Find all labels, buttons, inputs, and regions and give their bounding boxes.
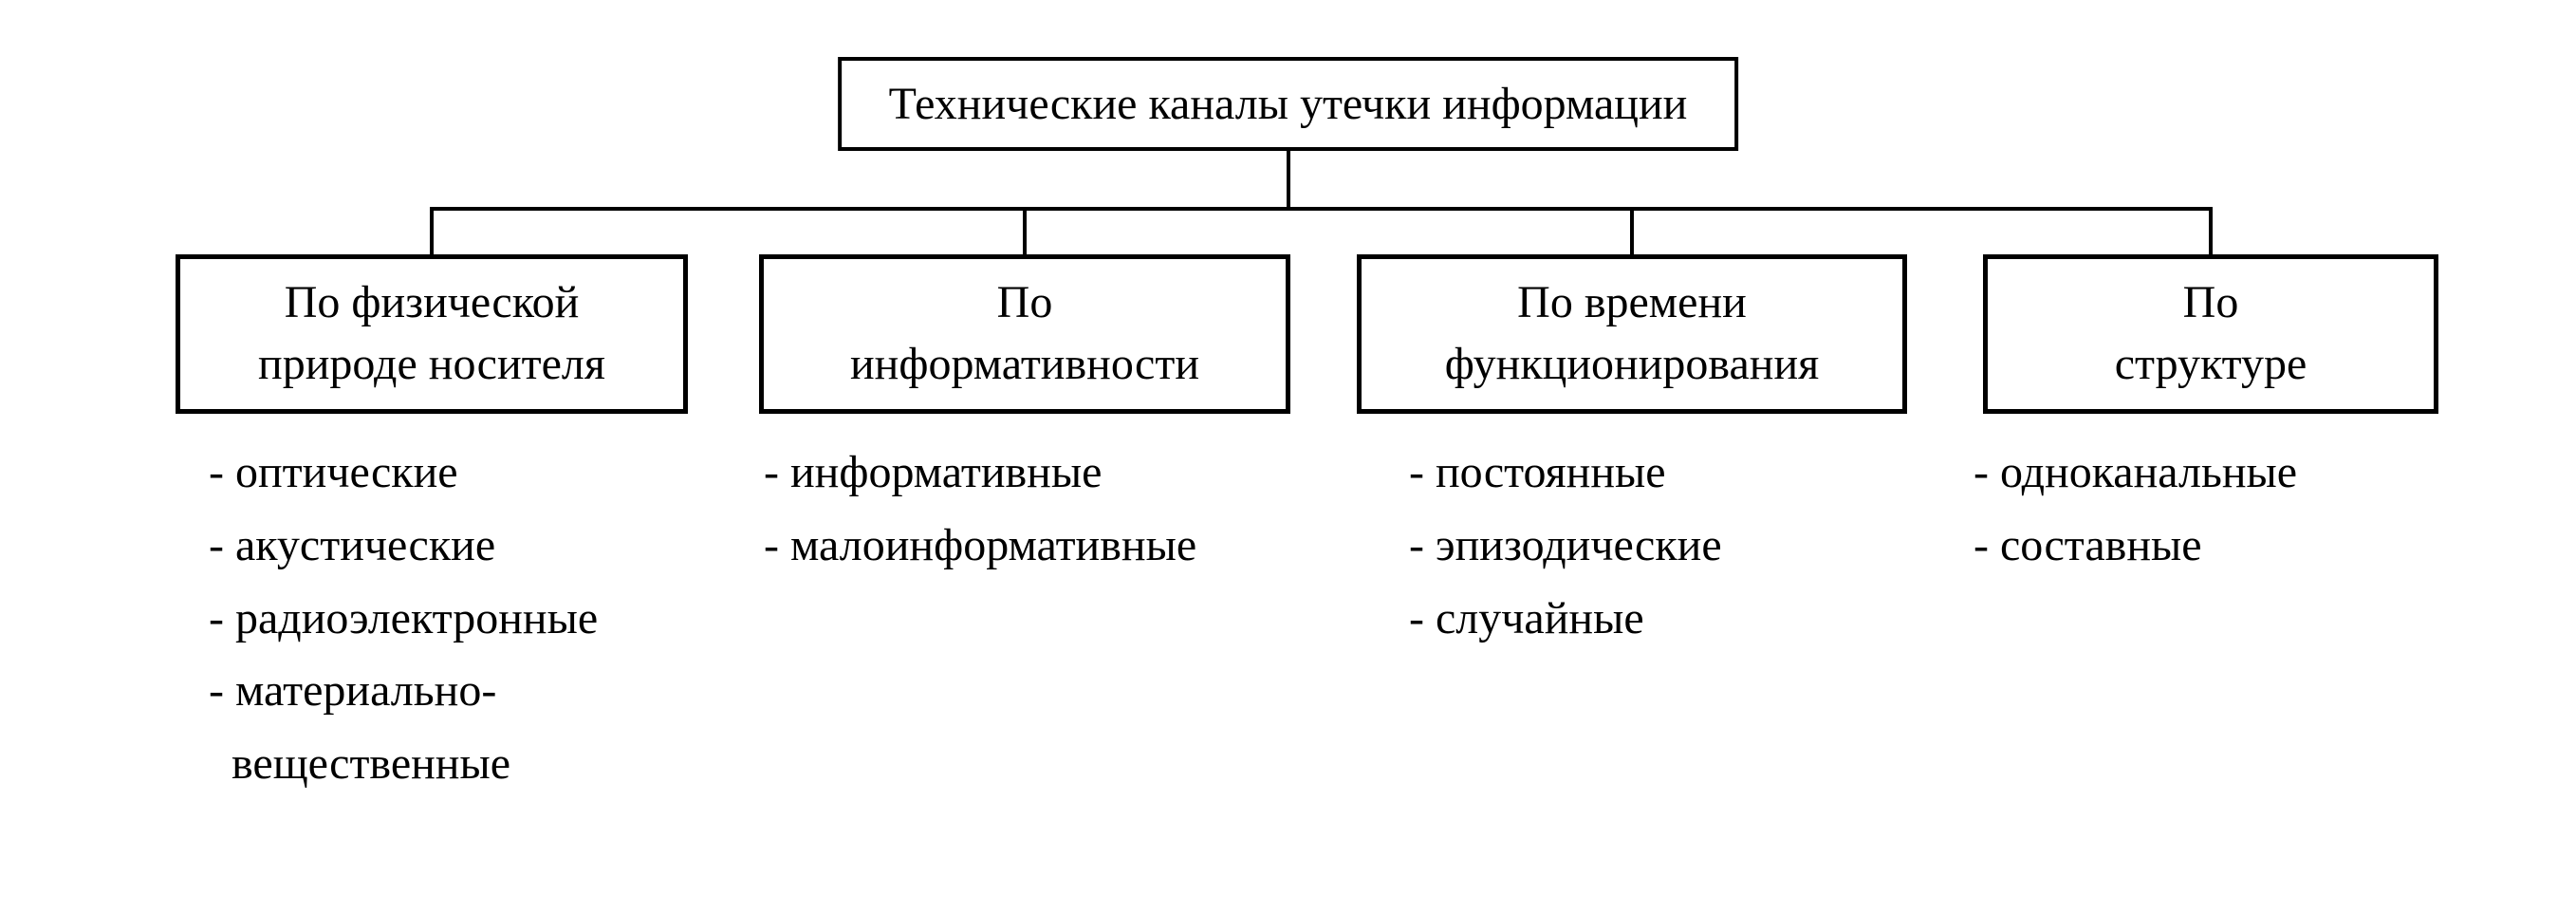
category-title-line1: По <box>790 272 1259 334</box>
items-list-0: - оптические- акустические- радиоэлектро… <box>209 437 598 801</box>
category-title-line2: природе носителя <box>207 334 657 396</box>
category-box-2: По времени функционирования <box>1357 254 1907 414</box>
category-title-line2: функционирования <box>1388 334 1876 396</box>
root-node: Технические каналы утечки информации <box>838 57 1739 151</box>
list-item: - эпизодические <box>1409 510 1722 583</box>
category-title-line2: структуре <box>2014 334 2407 396</box>
category-title-line1: По <box>2014 272 2407 334</box>
connector-horizontal <box>432 207 2211 211</box>
list-item: - оптические <box>209 437 598 510</box>
list-item: - радиоэлектронные <box>209 583 598 656</box>
items-list-1: - информативные- малоинформативные <box>764 437 1196 583</box>
items-list-3: - одноканальные- составные <box>1974 437 2297 583</box>
list-item: - информативные <box>764 437 1196 510</box>
list-item: - одноканальные <box>1974 437 2297 510</box>
list-item: - постоянные <box>1409 437 1722 510</box>
category-title-line1: По времени <box>1388 272 1876 334</box>
category-title-line1: По физической <box>207 272 657 334</box>
category-box-1: По информативности <box>759 254 1290 414</box>
connector-branch-1 <box>1023 207 1027 254</box>
list-item: - малоинформативные <box>764 510 1196 583</box>
list-item: - составные <box>1974 510 2297 583</box>
list-item: - случайные <box>1409 583 1722 656</box>
hierarchy-diagram: Технические каналы утечки информации По … <box>57 38 2519 875</box>
list-item: - акустические <box>209 510 598 583</box>
list-item: вещественные <box>209 728 598 801</box>
category-box-0: По физической природе носителя <box>176 254 688 414</box>
connector-branch-0 <box>430 207 434 254</box>
category-title-line2: информативности <box>790 334 1259 396</box>
items-list-2: - постоянные- эпизодические- случайные <box>1409 437 1722 655</box>
category-box-3: По структуре <box>1983 254 2438 414</box>
connector-root-vertical <box>1287 150 1290 207</box>
list-item: - материально- <box>209 655 598 728</box>
connector-branch-3 <box>2209 207 2213 254</box>
root-label: Технические каналы утечки информации <box>889 79 1688 129</box>
connector-branch-2 <box>1630 207 1634 254</box>
